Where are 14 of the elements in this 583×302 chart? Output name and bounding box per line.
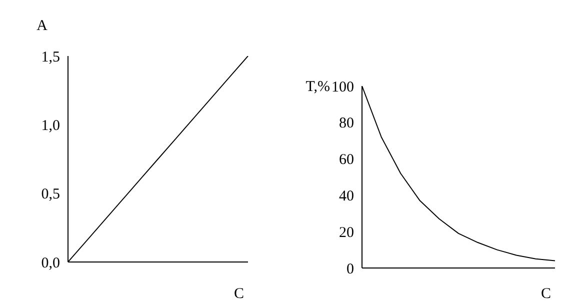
y-tick-label: 100 — [332, 79, 354, 96]
y-tick-label: 1,5 — [41, 49, 60, 66]
x-axis-title: C — [234, 286, 244, 302]
y-tick-label: 0,0 — [41, 255, 60, 272]
y-tick-label: 0,5 — [41, 186, 60, 203]
y-tick-label: 20 — [339, 224, 354, 241]
y-tick-label: 1,0 — [41, 118, 60, 134]
y-tick-label: 40 — [339, 188, 354, 205]
y-axis-title: A — [36, 18, 48, 34]
y-axis-title: T,% — [306, 79, 330, 95]
x-axis-title: C — [540, 286, 551, 302]
y-tick-label: 60 — [339, 152, 354, 168]
y-tick-label: 80 — [339, 116, 354, 132]
y-tick-label: 0 — [346, 261, 354, 278]
